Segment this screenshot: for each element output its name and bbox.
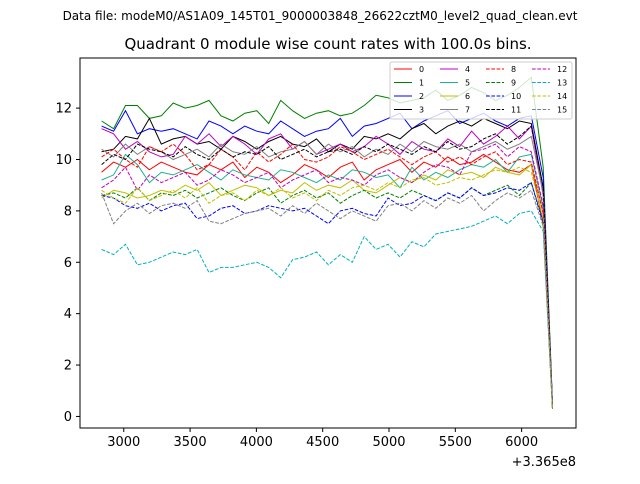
x-tick-label: 4500 <box>306 435 339 450</box>
series-line-15 <box>101 189 553 409</box>
y-tick-label: 4 <box>64 307 72 322</box>
series-line-8 <box>101 143 553 409</box>
plot-frame <box>79 57 577 429</box>
legend-label-0: 0 <box>419 65 424 74</box>
series-line-14 <box>101 166 553 409</box>
y-tick-label: 8 <box>64 204 72 219</box>
series-line-7 <box>101 135 553 407</box>
y-tick-label: 12 <box>55 102 72 117</box>
chart-suptitle: Data file: modeM0/AS1A09_145T01_90000038… <box>63 9 578 23</box>
y-tick-label: 6 <box>64 256 72 271</box>
legend-label-8: 8 <box>511 65 516 74</box>
legend-label-14: 14 <box>557 92 567 101</box>
legend-label-7: 7 <box>465 106 470 115</box>
x-tick-label: 6000 <box>505 435 538 450</box>
series-line-12 <box>101 143 553 407</box>
series-line-3 <box>101 117 553 407</box>
y-tick-label: 0 <box>64 410 72 425</box>
chart-title: Quadrant 0 module wise count rates with … <box>124 35 531 53</box>
x-tick-label: 5000 <box>372 435 405 450</box>
legend-label-15: 15 <box>557 106 567 115</box>
x-tick-label: 3500 <box>174 435 207 450</box>
x-tick-label: 4000 <box>240 435 273 450</box>
legend-label-11: 11 <box>511 106 521 115</box>
legend-label-5: 5 <box>465 79 470 88</box>
legend-label-3: 3 <box>419 106 424 115</box>
series-line-4 <box>101 125 553 407</box>
legend-label-12: 12 <box>557 65 567 74</box>
series-line-10 <box>101 181 553 409</box>
y-tick-label: 2 <box>64 359 72 374</box>
legend-box <box>389 61 573 120</box>
series-line-0 <box>101 153 553 407</box>
legend-label-13: 13 <box>557 79 567 88</box>
legend-label-10: 10 <box>511 92 521 101</box>
y-tick-label: 10 <box>55 153 72 168</box>
legend-label-2: 2 <box>419 92 424 101</box>
legend-label-4: 4 <box>465 65 470 74</box>
legend-label-6: 6 <box>465 92 470 101</box>
x-offset-label: +3.365e8 <box>512 455 576 470</box>
x-tick-label: 5500 <box>439 435 472 450</box>
series-line-6 <box>101 163 553 409</box>
series-line-11 <box>101 125 553 407</box>
legend-label-9: 9 <box>511 79 516 88</box>
series-line-5 <box>101 153 553 407</box>
series-line-13 <box>101 210 553 409</box>
x-tick-label: 3000 <box>107 435 140 450</box>
series-layer <box>101 76 553 409</box>
legend-label-1: 1 <box>419 79 424 88</box>
